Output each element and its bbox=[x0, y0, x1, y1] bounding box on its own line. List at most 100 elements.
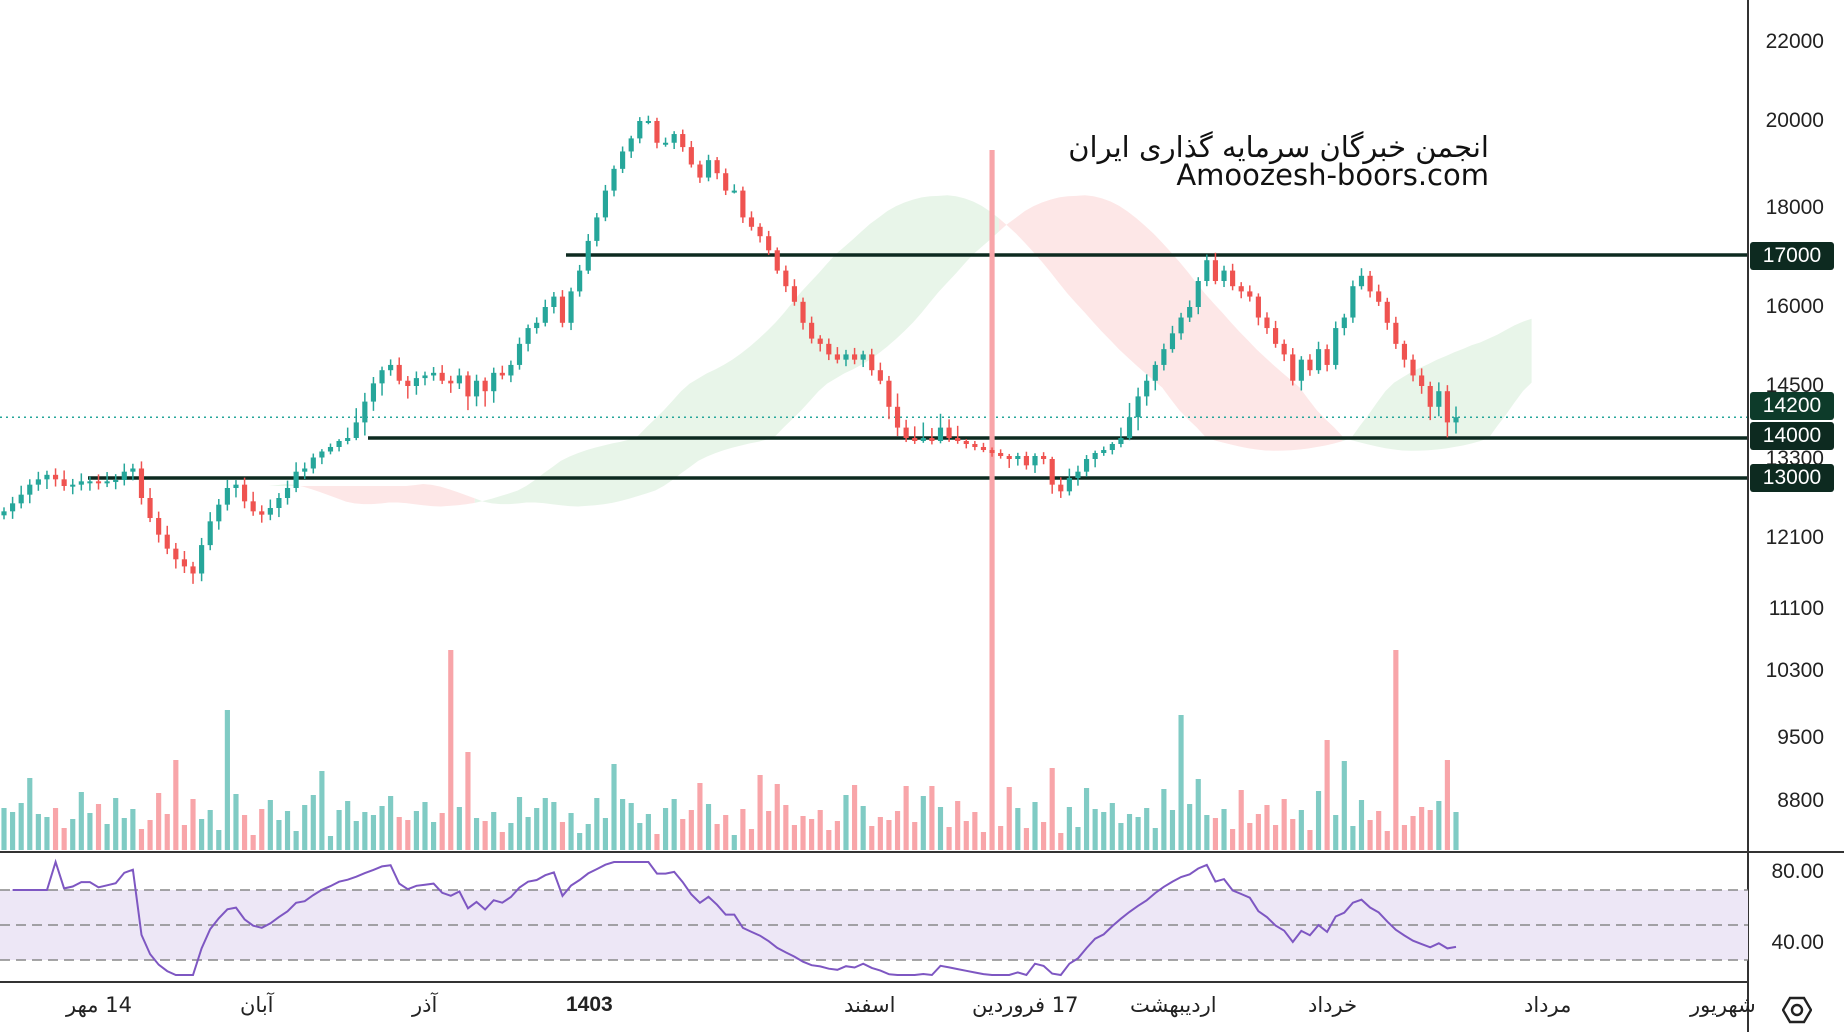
volume-bar bbox=[980, 832, 987, 850]
candle-up bbox=[431, 372, 437, 376]
candle-down bbox=[809, 322, 815, 339]
volume-bar bbox=[534, 808, 540, 850]
volume-bar bbox=[1032, 802, 1038, 850]
candle-down bbox=[465, 375, 471, 397]
candle-down bbox=[1264, 317, 1270, 329]
volume-bar bbox=[602, 818, 608, 850]
candle-up bbox=[1092, 453, 1098, 459]
volume-bar bbox=[877, 817, 883, 850]
volume-bar bbox=[671, 799, 677, 850]
candle-down bbox=[1212, 260, 1219, 281]
volume-bar bbox=[1358, 800, 1365, 850]
candle-up bbox=[199, 545, 205, 574]
volume-bar bbox=[1453, 812, 1459, 850]
candle-up bbox=[362, 401, 368, 423]
candle-up bbox=[370, 383, 377, 402]
candle-down bbox=[1444, 391, 1450, 423]
volume-bar bbox=[645, 814, 651, 850]
candle-down bbox=[52, 474, 59, 480]
candle-down bbox=[688, 147, 694, 165]
candle-up bbox=[620, 151, 626, 169]
volume-bar bbox=[276, 820, 282, 850]
volume-bar bbox=[1135, 817, 1141, 850]
volume-bar bbox=[1367, 820, 1373, 850]
settings-icon[interactable] bbox=[1782, 995, 1812, 1025]
volume-bar bbox=[27, 778, 33, 850]
volume-bar bbox=[731, 835, 737, 850]
candle-up bbox=[1436, 391, 1442, 407]
candle-down bbox=[499, 372, 505, 376]
volume-bar bbox=[413, 811, 419, 850]
volume-bar bbox=[662, 808, 669, 850]
volume-bar bbox=[963, 821, 969, 850]
candle-up bbox=[551, 296, 557, 307]
candlesticks bbox=[1, 115, 1459, 584]
volume-bar bbox=[894, 811, 901, 850]
candle-up bbox=[1, 511, 7, 516]
ichimoku-cloud bbox=[79, 195, 1532, 507]
candle-up bbox=[473, 380, 480, 397]
candle-up bbox=[671, 134, 677, 143]
candle-down bbox=[1376, 291, 1382, 302]
volume-bar bbox=[774, 784, 780, 850]
volume-bar bbox=[1015, 808, 1021, 850]
candle-down bbox=[774, 250, 780, 271]
candle-down bbox=[448, 380, 454, 384]
candle-up bbox=[1169, 333, 1176, 350]
volume-bar bbox=[611, 764, 617, 850]
candle-up bbox=[70, 484, 76, 487]
candle-down bbox=[1367, 275, 1373, 292]
candle-up bbox=[379, 370, 385, 384]
candle-up bbox=[1178, 317, 1184, 334]
volume-bar bbox=[35, 814, 41, 850]
volume-bar bbox=[388, 796, 394, 850]
candle-down bbox=[1023, 456, 1029, 466]
time-label: اردیبهشت bbox=[1130, 993, 1217, 1017]
candle-up bbox=[113, 480, 119, 482]
volume-bar bbox=[637, 823, 643, 850]
volume-bar bbox=[757, 775, 763, 850]
candle-down bbox=[963, 441, 969, 444]
candle-down bbox=[164, 534, 170, 549]
volume-bar bbox=[1083, 788, 1090, 850]
candle-down bbox=[1324, 349, 1330, 365]
volume-bar bbox=[370, 815, 377, 850]
candle-down bbox=[396, 364, 402, 381]
volume-bar bbox=[852, 785, 858, 850]
candle-up bbox=[233, 484, 239, 488]
candle-down bbox=[559, 296, 566, 323]
price-tick: 22000 bbox=[1765, 30, 1824, 53]
volume-bar bbox=[843, 795, 849, 850]
watermark-url: Amoozesh-boors.com bbox=[1176, 158, 1489, 192]
candle-down bbox=[1419, 375, 1425, 386]
candle-down bbox=[886, 380, 892, 407]
volume-bar bbox=[250, 835, 256, 850]
candle-up bbox=[10, 503, 16, 512]
candle-up bbox=[44, 474, 50, 480]
volume-bar bbox=[525, 817, 531, 850]
candle-down bbox=[852, 354, 858, 360]
volume-bar bbox=[559, 822, 566, 850]
volume-bar bbox=[61, 828, 67, 850]
price-tick: 11100 bbox=[1768, 597, 1824, 620]
volume-bar bbox=[224, 710, 230, 850]
candle-up bbox=[345, 438, 351, 441]
candle-up bbox=[594, 217, 600, 241]
volume-bar bbox=[869, 826, 875, 850]
candle-up bbox=[1015, 456, 1021, 459]
volume-bar bbox=[1419, 807, 1425, 850]
candle-down bbox=[791, 286, 798, 302]
candle-up bbox=[1315, 349, 1322, 371]
candle-up bbox=[843, 354, 849, 360]
candle-up bbox=[860, 354, 866, 360]
candle-down bbox=[241, 484, 248, 502]
candle-down bbox=[1307, 359, 1313, 371]
volume-bar bbox=[1144, 808, 1150, 850]
volume-bar bbox=[1195, 779, 1201, 850]
candle-down bbox=[989, 450, 995, 453]
candle-up bbox=[78, 481, 84, 485]
candle-down bbox=[740, 190, 746, 218]
volume-bar bbox=[293, 831, 299, 850]
candle-up bbox=[1032, 456, 1038, 466]
